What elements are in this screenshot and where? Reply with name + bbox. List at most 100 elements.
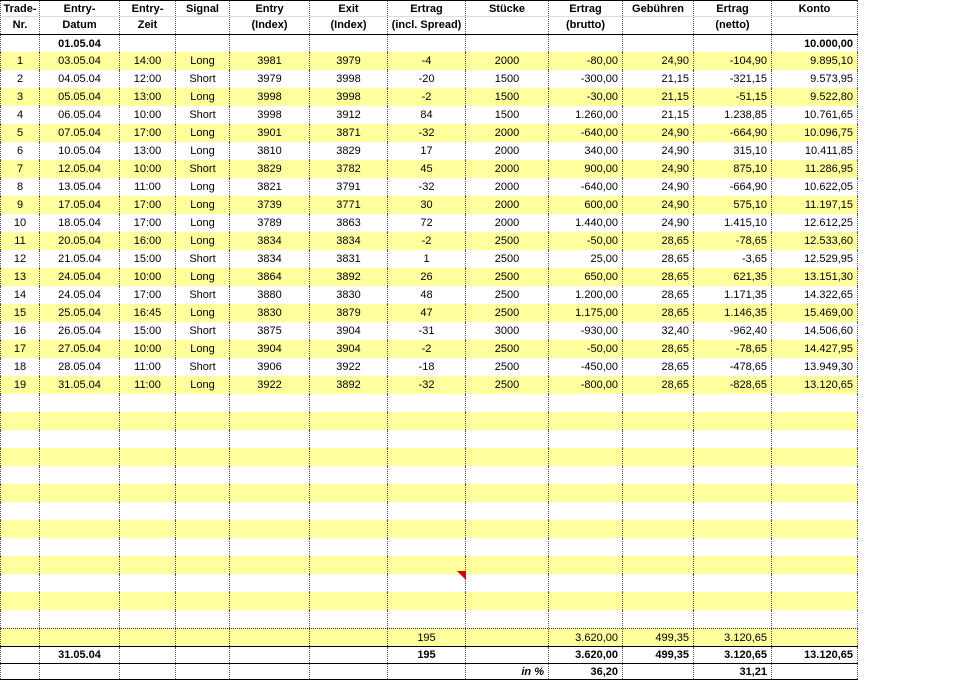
cell-gebuehren[interactable]: 24,90 xyxy=(623,214,694,232)
cell-ertrag-brutto[interactable] xyxy=(549,574,623,592)
cell-nr[interactable]: 18 xyxy=(0,358,40,376)
cell-stuecke[interactable] xyxy=(466,412,549,430)
cell-konto[interactable]: 10.761,65 xyxy=(772,106,858,124)
cell-exit-index[interactable]: 3831 xyxy=(310,250,388,268)
cell-signal[interactable]: Long xyxy=(176,376,230,394)
header-cell-ertrag-brutto[interactable]: Ertrag (brutto) xyxy=(549,1,623,34)
cell-konto[interactable]: 13.151,30 xyxy=(772,268,858,286)
cell-exit-index[interactable] xyxy=(310,556,388,574)
cell-entry-index[interactable]: 3998 xyxy=(230,106,310,124)
cell-entry-index[interactable]: 3834 xyxy=(230,250,310,268)
cell-exit-index[interactable] xyxy=(310,394,388,412)
cell-nr[interactable] xyxy=(0,520,40,538)
cell-ertrag-brutto[interactable]: 650,00 xyxy=(549,268,623,286)
cell-signal[interactable]: Long xyxy=(176,196,230,214)
cell-konto[interactable]: 11.286,95 xyxy=(772,160,858,178)
cell-exit-index[interactable] xyxy=(310,35,388,52)
cell-entry-zeit[interactable] xyxy=(120,466,176,484)
cell-entry-datum[interactable] xyxy=(40,502,120,520)
header-cell-gebuehren[interactable]: Gebühren xyxy=(623,1,694,34)
cell-ertrag-spread[interactable]: -2 xyxy=(388,88,466,106)
cell-exit-index[interactable]: 3782 xyxy=(310,160,388,178)
cell-gebuehren[interactable]: 32,40 xyxy=(623,322,694,340)
cell-ertrag-netto[interactable] xyxy=(694,538,772,556)
cell-entry-datum[interactable]: 27.05.04 xyxy=(40,340,120,358)
cell-entry-index[interactable] xyxy=(230,629,310,646)
cell-konto[interactable]: 9.573,95 xyxy=(772,70,858,88)
cell-gebuehren[interactable]: 28,65 xyxy=(623,358,694,376)
cell-gebuehren[interactable]: 28,65 xyxy=(623,340,694,358)
cell-nr[interactable]: 9 xyxy=(0,196,40,214)
cell-ertrag-brutto[interactable] xyxy=(549,592,623,610)
cell-signal[interactable]: Long xyxy=(176,142,230,160)
cell-gebuehren[interactable]: 24,90 xyxy=(623,52,694,70)
cell-konto[interactable]: 9.895,10 xyxy=(772,52,858,70)
cell-entry-index[interactable]: 3739 xyxy=(230,196,310,214)
cell-entry-datum[interactable]: 06.05.04 xyxy=(40,106,120,124)
cell-konto[interactable] xyxy=(772,556,858,574)
cell-nr[interactable] xyxy=(0,502,40,520)
cell-signal[interactable] xyxy=(176,466,230,484)
cell-stuecke[interactable]: 1500 xyxy=(466,88,549,106)
cell-konto[interactable] xyxy=(772,538,858,556)
cell-gebuehren[interactable] xyxy=(623,448,694,466)
cell-gebuehren[interactable] xyxy=(623,502,694,520)
cell-konto[interactable] xyxy=(772,430,858,448)
cell-ertrag-spread[interactable] xyxy=(388,664,466,679)
cell-nr[interactable]: 14 xyxy=(0,286,40,304)
cell-konto[interactable]: 11.197,15 xyxy=(772,196,858,214)
cell-ertrag-brutto[interactable]: -30,00 xyxy=(549,88,623,106)
cell-ertrag-spread[interactable]: -4 xyxy=(388,52,466,70)
cell-gebuehren[interactable]: 24,90 xyxy=(623,178,694,196)
cell-ertrag-spread[interactable]: -32 xyxy=(388,376,466,394)
cell-entry-datum[interactable] xyxy=(40,466,120,484)
cell-nr[interactable] xyxy=(0,538,40,556)
cell-gebuehren[interactable]: 499,35 xyxy=(623,647,694,663)
cell-stuecke[interactable] xyxy=(466,592,549,610)
cell-nr[interactable] xyxy=(0,556,40,574)
cell-konto[interactable]: 10.622,05 xyxy=(772,178,858,196)
cell-entry-datum[interactable] xyxy=(40,556,120,574)
cell-entry-datum[interactable] xyxy=(40,520,120,538)
cell-ertrag-spread[interactable]: 195 xyxy=(388,629,466,646)
cell-entry-zeit[interactable]: 17:00 xyxy=(120,124,176,142)
cell-nr[interactable] xyxy=(0,610,40,628)
cell-ertrag-brutto[interactable]: 3.620,00 xyxy=(549,647,623,663)
cell-gebuehren[interactable] xyxy=(623,610,694,628)
cell-ertrag-brutto[interactable]: 25,00 xyxy=(549,250,623,268)
cell-entry-datum[interactable] xyxy=(40,664,120,679)
cell-exit-index[interactable]: 3904 xyxy=(310,322,388,340)
cell-nr[interactable] xyxy=(0,430,40,448)
cell-konto[interactable] xyxy=(772,412,858,430)
cell-ertrag-spread[interactable] xyxy=(388,412,466,430)
cell-ertrag-netto[interactable]: -321,15 xyxy=(694,70,772,88)
cell-stuecke[interactable] xyxy=(466,610,549,628)
cell-ertrag-spread[interactable]: 1 xyxy=(388,250,466,268)
cell-stuecke[interactable]: 1500 xyxy=(466,70,549,88)
cell-entry-zeit[interactable] xyxy=(120,592,176,610)
cell-konto[interactable]: 10.096,75 xyxy=(772,124,858,142)
cell-signal[interactable]: Short xyxy=(176,286,230,304)
cell-entry-zeit[interactable] xyxy=(120,556,176,574)
cell-nr[interactable] xyxy=(0,412,40,430)
cell-ertrag-netto[interactable]: 1.146,35 xyxy=(694,304,772,322)
cell-signal[interactable]: Short xyxy=(176,160,230,178)
cell-entry-zeit[interactable]: 10:00 xyxy=(120,106,176,124)
cell-stuecke[interactable] xyxy=(466,520,549,538)
cell-signal[interactable]: Long xyxy=(176,52,230,70)
cell-entry-datum[interactable]: 25.05.04 xyxy=(40,304,120,322)
cell-entry-datum[interactable]: 18.05.04 xyxy=(40,214,120,232)
cell-entry-zeit[interactable] xyxy=(120,430,176,448)
cell-ertrag-spread[interactable] xyxy=(388,484,466,502)
cell-entry-zeit[interactable]: 12:00 xyxy=(120,70,176,88)
cell-nr[interactable]: 6 xyxy=(0,142,40,160)
cell-ertrag-spread[interactable]: -2 xyxy=(388,232,466,250)
cell-ertrag-netto[interactable]: 3.120,65 xyxy=(694,647,772,663)
cell-ertrag-spread[interactable]: 17 xyxy=(388,142,466,160)
cell-entry-zeit[interactable] xyxy=(120,448,176,466)
cell-ertrag-brutto[interactable]: 3.620,00 xyxy=(549,629,623,646)
cell-signal[interactable] xyxy=(176,430,230,448)
cell-entry-index[interactable]: 3821 xyxy=(230,178,310,196)
cell-entry-datum[interactable] xyxy=(40,574,120,592)
cell-entry-zeit[interactable] xyxy=(120,647,176,663)
